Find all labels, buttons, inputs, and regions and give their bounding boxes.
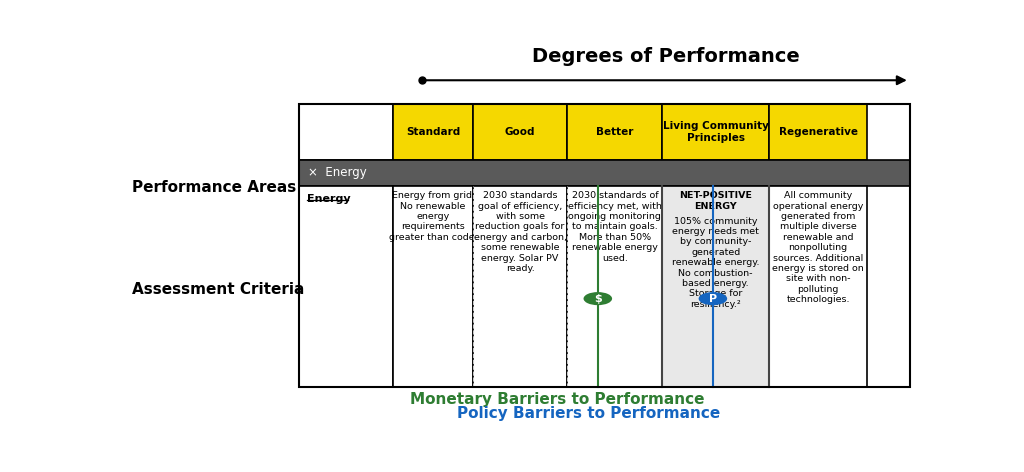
Text: Policy Barriers to Performance: Policy Barriers to Performance	[458, 406, 721, 421]
Text: Performance Areas: Performance Areas	[132, 180, 296, 195]
Text: $: $	[594, 294, 602, 303]
Bar	[299, 104, 393, 160]
Text: ×  Energy: × Energy	[308, 167, 367, 179]
Text: 2030 standards
goal of efficiency,
with some
reduction goals for
energy and carb: 2030 standards goal of efficiency, with …	[474, 191, 566, 273]
Text: Energy from grid.
No renewable
energy
requirements
greater than code.: Energy from grid. No renewable energy re…	[389, 191, 477, 242]
Text: Good: Good	[505, 127, 536, 137]
Bar	[299, 185, 393, 388]
Text: Living Community
Principles: Living Community Principles	[663, 121, 769, 143]
Bar	[393, 104, 473, 160]
Text: NET-POSITIVE
ENERGY: NET-POSITIVE ENERGY	[679, 191, 753, 211]
Bar	[473, 104, 567, 160]
Bar	[663, 104, 769, 160]
Bar	[663, 185, 769, 388]
Bar	[473, 185, 567, 388]
Text: Standard: Standard	[406, 127, 460, 137]
Text: Assessment Criteria: Assessment Criteria	[132, 282, 304, 297]
Text: Monetary Barriers to Performance: Monetary Barriers to Performance	[410, 392, 705, 407]
Text: All community
operational energy
generated from
multiple diverse
renewable and
n: All community operational energy generat…	[772, 191, 864, 304]
Text: 2030 standards of
efficiency met, with
ongoing monitoring
to maintain goals.
Mor: 2030 standards of efficiency met, with o…	[568, 191, 662, 262]
Text: P: P	[709, 294, 717, 303]
Circle shape	[584, 292, 612, 305]
Text: Better: Better	[596, 127, 634, 137]
Bar	[567, 185, 663, 388]
Bar	[567, 104, 663, 160]
Bar	[299, 160, 909, 185]
Text: Regenerative: Regenerative	[778, 127, 857, 137]
Text: 105% community
energy needs met
by community-
generated
renewable energy.
No com: 105% community energy needs met by commu…	[672, 217, 760, 309]
Circle shape	[698, 292, 727, 305]
Bar	[769, 104, 867, 160]
Text: Energy: Energy	[306, 194, 350, 203]
Bar	[393, 185, 473, 388]
Text: Degrees of Performance: Degrees of Performance	[531, 47, 800, 66]
Bar	[299, 104, 909, 388]
Bar	[769, 185, 867, 388]
